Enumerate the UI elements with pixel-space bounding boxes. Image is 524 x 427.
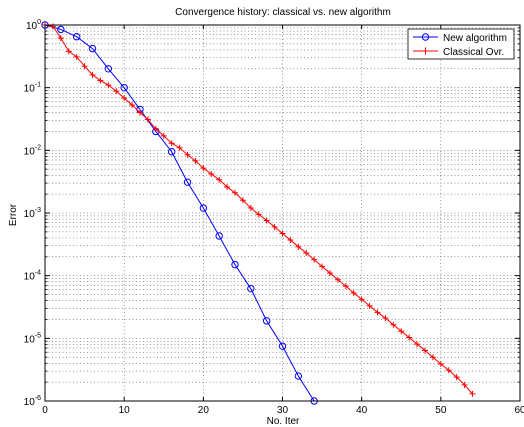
data-point [88,44,97,53]
y-tick-label: 10-1 [24,82,41,95]
legend-marker-classical-ovr [422,47,429,55]
data-point [121,95,128,102]
x-tick-label: 60 [514,405,524,416]
data-point [445,367,452,374]
data-point [184,151,191,158]
data-point [239,197,246,204]
x-tick-label: 20 [198,405,210,416]
data-point [129,101,136,108]
data-point [167,148,176,156]
data-point [350,289,357,296]
data-point [57,35,64,42]
y-tick-label: 100 [26,19,41,32]
data-point [57,25,65,34]
y-tick-label: 10-4 [24,270,41,283]
data-point [303,249,310,256]
y-tick-label: 10-3 [24,207,41,220]
y-tick-label: 10-2 [24,144,41,157]
data-point [97,77,104,84]
chart-title: Convergence history: classical vs. new a… [175,7,391,18]
data-point [105,82,112,89]
data-point [232,189,238,196]
data-point [168,140,175,147]
data-point [406,334,413,341]
data-point [469,390,476,397]
data-point [199,204,208,212]
series-layer [41,21,476,405]
data-point [216,176,223,183]
y-tick-label: 10-5 [24,332,41,345]
data-point [160,132,167,139]
data-point [176,144,183,151]
data-point [81,63,88,70]
data-point [295,243,302,250]
data-point [200,165,207,172]
data-point [382,315,389,322]
data-point [231,260,239,269]
data-point [294,372,303,380]
data-point [429,354,436,361]
data-point [358,296,365,303]
data-point [247,284,255,293]
x-tick-label: 30 [277,405,289,416]
data-point [215,232,223,240]
data-point [65,48,72,55]
data-point [255,211,262,218]
series-new-algorithm [41,21,318,405]
data-point [311,256,318,263]
data-point [278,342,287,350]
data-point [89,71,96,78]
data-point [287,237,294,244]
data-point [192,157,199,164]
data-point [374,309,381,316]
legend: New algorithm Classical Ovr. [407,28,515,60]
data-point [327,270,333,277]
data-point [366,302,373,309]
y-axis-label: Error [8,203,19,226]
data-point [152,125,159,132]
data-point [279,230,286,237]
x-tick-label: 50 [435,405,447,416]
data-point [49,23,56,30]
data-point [113,88,120,95]
data-point [120,83,128,92]
data-point [437,360,444,367]
y-tick-label: 10-6 [24,395,41,408]
data-point [208,170,215,177]
plot-area-frame [44,24,521,402]
data-point [334,276,341,283]
data-point [247,205,254,212]
data-point [319,263,326,270]
x-axis-label: No. Iter [267,416,300,427]
legend-label-new-algorithm: New algorithm [443,33,507,44]
data-point [398,328,405,335]
legend-marker-new-algorithm [421,33,430,41]
data-point [342,283,349,290]
data-point [271,223,278,230]
x-tick-label: 0 [42,405,48,416]
data-point [104,65,113,73]
data-point [72,33,81,41]
data-point [183,178,192,186]
data-point [73,53,80,60]
series-classical-ovr [42,22,476,397]
data-point [461,382,468,389]
data-point [144,116,151,123]
data-point [422,347,428,354]
x-tick-label: 10 [119,405,131,416]
data-point [453,374,460,381]
data-point [414,341,421,348]
data-point [390,321,397,328]
data-point [263,217,270,224]
data-point [262,317,271,325]
legend-label-classical-ovr: Classical Ovr. [443,47,504,58]
data-point [224,183,231,190]
data-point [137,109,143,116]
x-tick-label: 40 [356,405,368,416]
